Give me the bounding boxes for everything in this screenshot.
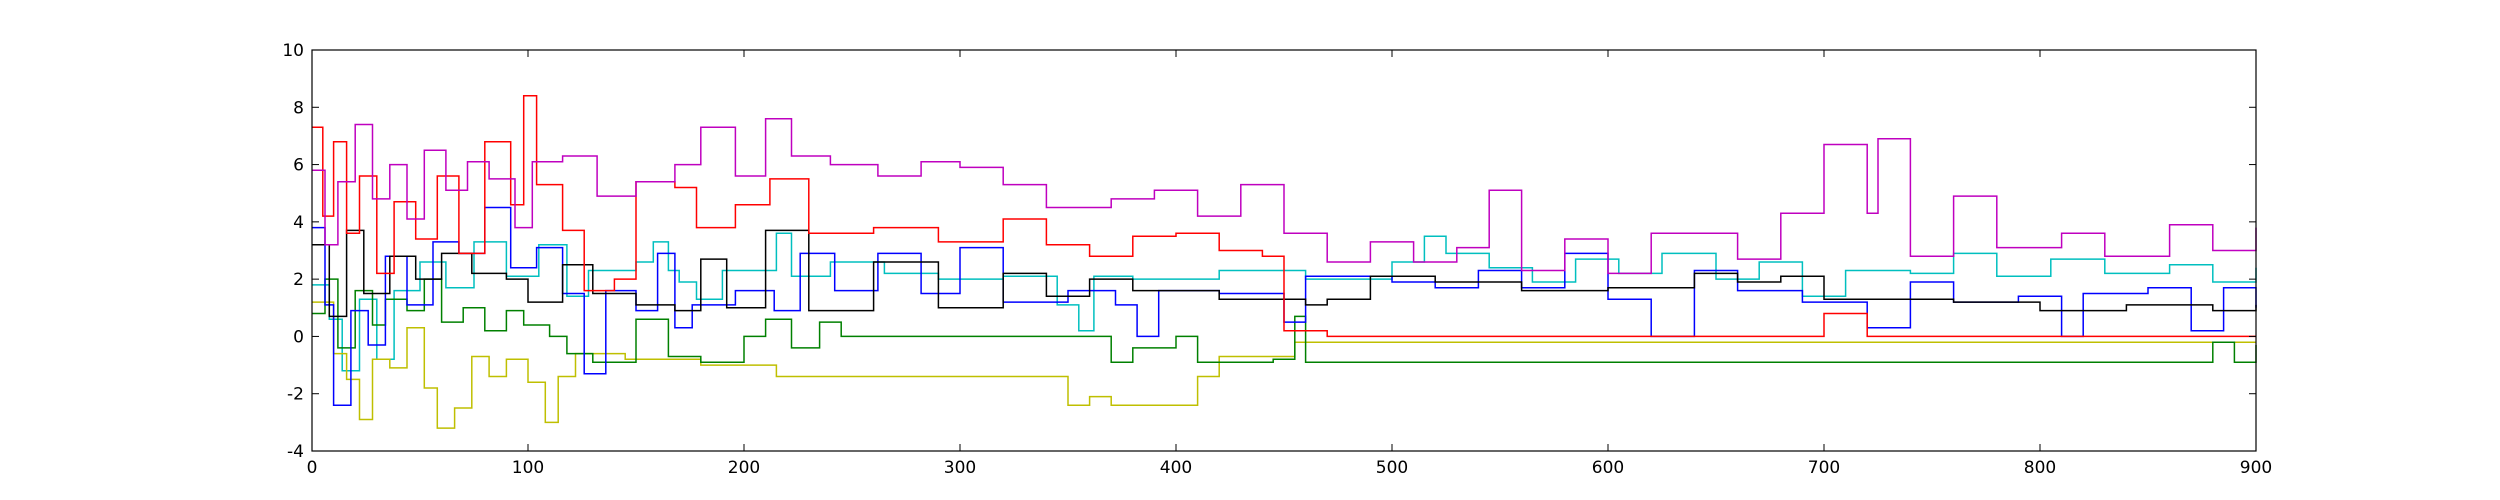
x-tick-label: 200 [728,458,760,478]
y-tick-label: 4 [293,213,304,233]
x-tick-label: 500 [1376,458,1408,478]
x-tick-label: 400 [1160,458,1192,478]
x-tick-label: 800 [2024,458,2056,478]
series-line-0 [312,232,2257,372]
series-line-6 [312,117,2257,275]
y-tick-label: 2 [293,270,304,290]
y-tick-label: 6 [293,156,304,176]
series-line-5 [312,95,2256,338]
plot-lines [312,95,2257,429]
y-tick-label: 10 [282,41,304,61]
x-tick-label: 600 [1592,458,1624,478]
x-tick-label: 700 [1808,458,1840,478]
series-line-1 [312,301,2256,429]
x-tick-label: 100 [512,458,544,478]
axis-ticks: 0 100 200 300 400 500 600 700 800 900 -4 -2 0 2 4 6 8 10 [282,41,2272,478]
y-tick-label: 8 [293,98,304,118]
y-tick-label: -2 [287,385,304,405]
plot-frame [311,49,2257,452]
y-tick-label: -4 [287,442,304,462]
series-line-2 [312,278,2257,363]
y-tick-label: 0 [293,327,304,347]
x-tick-label: 0 [307,458,318,478]
x-tick-label: 900 [2240,458,2272,478]
x-tick-label: 300 [944,458,976,478]
